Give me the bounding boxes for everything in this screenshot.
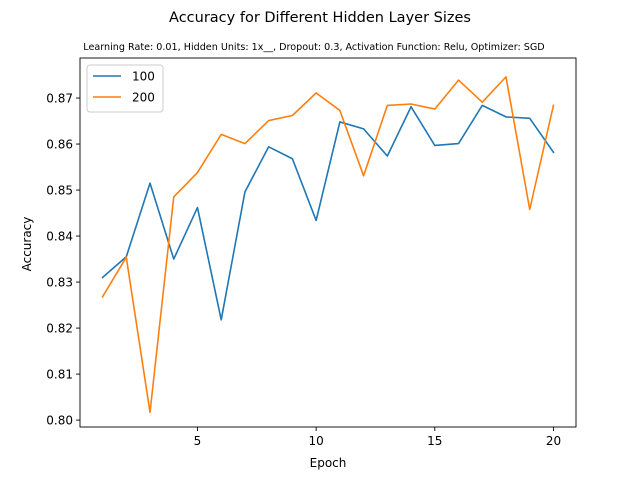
series-line-200 bbox=[101, 76, 555, 414]
x-axis-label: Epoch bbox=[310, 456, 347, 470]
x-tick-label-20: 20 bbox=[546, 434, 561, 448]
y-tick-label-0.86: 0.86 bbox=[46, 137, 73, 151]
y-tick-label-0.82: 0.82 bbox=[46, 321, 73, 335]
y-tick-label-0.81: 0.81 bbox=[46, 367, 73, 381]
y-tick-label-0.80: 0.80 bbox=[46, 413, 73, 427]
y-tick-label-0.83: 0.83 bbox=[46, 275, 73, 289]
plot-frame bbox=[79, 57, 577, 428]
legend-label-100: 100 bbox=[132, 70, 155, 84]
x-tick-label-15: 15 bbox=[427, 434, 442, 448]
y-tick-label-0.87: 0.87 bbox=[46, 91, 73, 105]
y-axis-label: Accuracy bbox=[20, 217, 34, 272]
y-tick-label-0.84: 0.84 bbox=[46, 229, 73, 243]
series-line-100 bbox=[101, 104, 555, 321]
chart-title: Accuracy for Different Hidden Layer Size… bbox=[169, 10, 471, 26]
legend: 100 200 bbox=[86, 64, 164, 113]
legend-label-200: 200 bbox=[132, 91, 155, 105]
x-tick-label-10: 10 bbox=[308, 434, 323, 448]
x-tick-label-5: 5 bbox=[194, 434, 202, 448]
y-tick-label-0.85: 0.85 bbox=[46, 183, 73, 197]
series-layer bbox=[101, 76, 555, 414]
chart-subtitle: Learning Rate: 0.01, Hidden Units: 1x__,… bbox=[83, 42, 544, 53]
axes-layer: 5 10 15 20 0.80 0.81 0.82 0.83 0.84 0.85 0.86 0.87 bbox=[46, 57, 577, 448]
